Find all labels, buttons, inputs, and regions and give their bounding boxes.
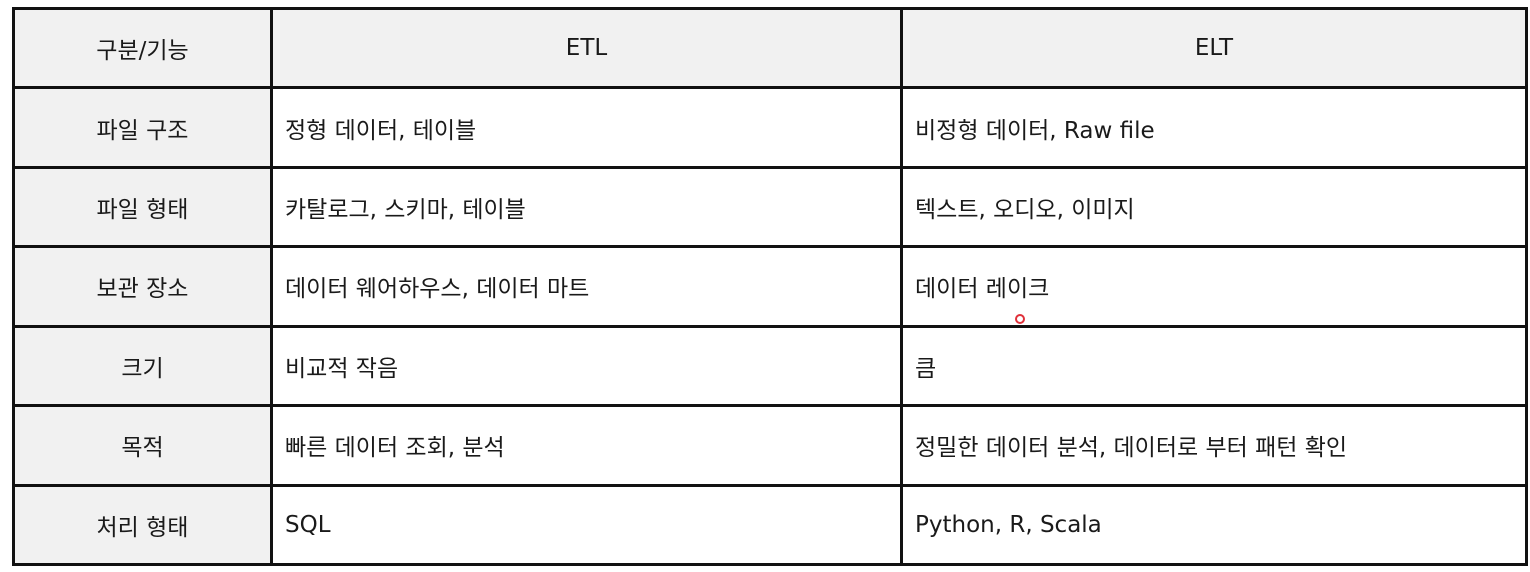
table-row: 목적 빠른 데이터 조회, 분석 정밀한 데이터 분석, 데이터로 부터 패턴 … <box>12 404 1528 487</box>
row-label: 처리 형태 <box>12 483 273 567</box>
etl-elt-comparison-table: 구분/기능 ETL ELT 파일 구조 정형 데이터, 테이블 비정형 데이터,… <box>12 6 1528 567</box>
table-row: 파일 형태 카탈로그, 스키마, 테이블 텍스트, 오디오, 이미지 <box>12 165 1528 249</box>
table-row: 크기 비교적 작음 큼 <box>12 324 1528 408</box>
elt-cell: 정밀한 데이터 분석, 데이터로 부터 패턴 확인 <box>900 404 1528 487</box>
header-category: 구분/기능 <box>12 6 273 90</box>
etl-cell: 데이터 웨어하우스, 데이터 마트 <box>270 245 903 328</box>
table-row: 보관 장소 데이터 웨어하우스, 데이터 마트 데이터 레이크 <box>12 245 1528 328</box>
row-label: 파일 형태 <box>12 165 273 249</box>
etl-cell: 카탈로그, 스키마, 테이블 <box>270 165 903 249</box>
header-elt: ELT <box>900 6 1528 90</box>
comparison-table-container: 구분/기능 ETL ELT 파일 구조 정형 데이터, 테이블 비정형 데이터,… <box>12 6 1528 567</box>
etl-cell: 빠른 데이터 조회, 분석 <box>270 404 903 487</box>
etl-cell: 비교적 작음 <box>270 324 903 408</box>
pointer-cursor-icon <box>1015 314 1025 324</box>
elt-cell: 비정형 데이터, Raw file <box>900 86 1528 169</box>
table-row: 파일 구조 정형 데이터, 테이블 비정형 데이터, Raw file <box>12 86 1528 169</box>
elt-cell: 데이터 레이크 <box>900 245 1528 328</box>
row-label: 보관 장소 <box>12 245 273 328</box>
etl-cell: SQL <box>270 483 903 567</box>
elt-cell: 텍스트, 오디오, 이미지 <box>900 165 1528 249</box>
table-header-row: 구분/기능 ETL ELT <box>12 6 1528 90</box>
row-label: 크기 <box>12 324 273 408</box>
row-label: 목적 <box>12 404 273 487</box>
etl-cell: 정형 데이터, 테이블 <box>270 86 903 169</box>
table-row: 처리 형태 SQL Python, R, Scala <box>12 483 1528 567</box>
elt-cell: 큼 <box>900 324 1528 408</box>
elt-cell: Python, R, Scala <box>900 483 1528 567</box>
row-label: 파일 구조 <box>12 86 273 169</box>
header-etl: ETL <box>270 6 903 90</box>
